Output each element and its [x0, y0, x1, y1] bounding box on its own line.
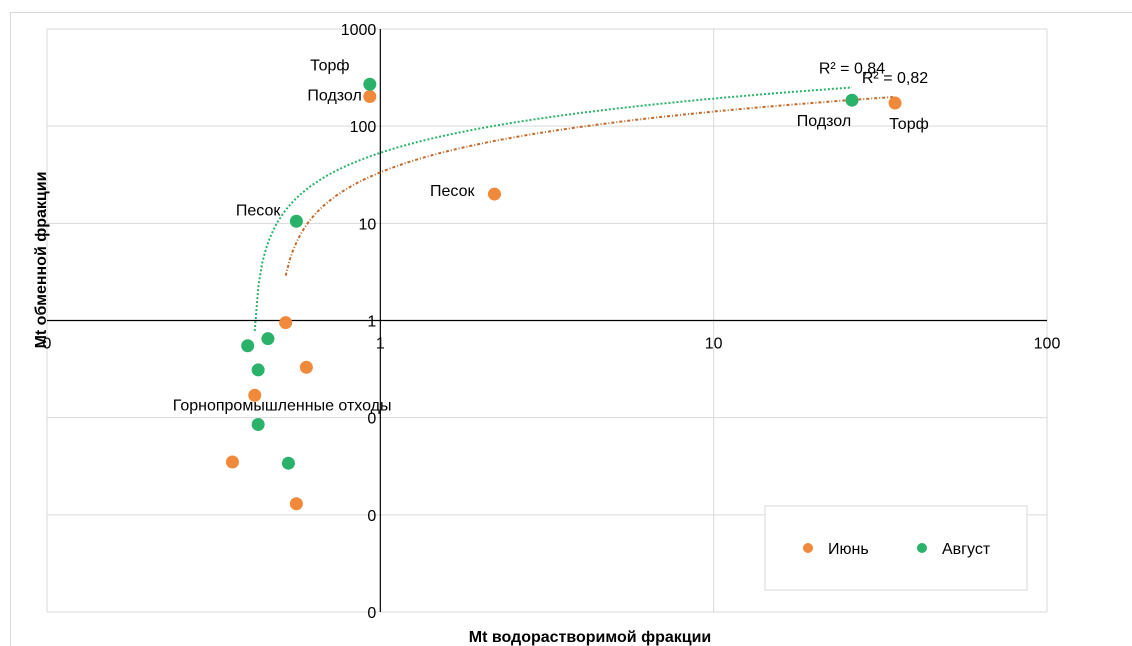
- x-tick-label: 0: [43, 336, 52, 353]
- data-point: [299, 360, 313, 374]
- y-tick-label: 0: [367, 411, 376, 428]
- legend-label: Август: [942, 541, 991, 558]
- data-point: [363, 89, 377, 103]
- x-axis-title: Mt водорастворимой фракции: [469, 629, 712, 646]
- y-tick-label: 1000: [341, 22, 377, 39]
- trendlines: [253, 86, 896, 332]
- data-point: [251, 418, 265, 432]
- data-point: [261, 332, 275, 346]
- axes: [47, 29, 1047, 612]
- y-tick-label: 10: [359, 216, 377, 233]
- data-point: [363, 77, 377, 91]
- legend-marker: [803, 543, 813, 553]
- legend-marker: [917, 543, 927, 553]
- r-squared-label: R² = 0,82: [862, 70, 928, 87]
- legend-label: Июнь: [828, 541, 869, 558]
- point-label: Горнопромышленные отходы: [173, 397, 392, 414]
- point-label: Песок: [236, 202, 281, 219]
- data-point: [487, 187, 501, 201]
- data-point: [289, 214, 303, 228]
- data-point: [251, 363, 265, 377]
- trendline: [253, 86, 853, 332]
- legend: Июнь Август: [764, 505, 1028, 591]
- data-point: [225, 455, 239, 469]
- y-tick-label: 0: [367, 508, 376, 525]
- point-label: Торф: [889, 116, 928, 133]
- x-tick-label: 1: [376, 336, 385, 353]
- data-point: [248, 388, 262, 402]
- chart-frame: [10, 12, 1132, 646]
- r-squared-label: R² = 0,84: [819, 61, 885, 78]
- y-tick-label: 0: [367, 605, 376, 622]
- data-point: [845, 93, 859, 107]
- point-label: Подзол: [797, 113, 851, 130]
- data-point: [281, 456, 295, 470]
- point-label: Песок: [430, 183, 475, 200]
- x-tick-label: 10: [705, 336, 723, 353]
- y-axis-title: Mt обменной фракции: [33, 172, 50, 349]
- point-label: Подзол: [307, 87, 361, 104]
- data-point: [279, 316, 293, 330]
- data-point: [241, 339, 255, 353]
- y-tick-label: 100: [350, 119, 377, 136]
- trendline: [284, 95, 896, 276]
- point-label: Торф: [310, 57, 349, 74]
- data-point: [888, 96, 902, 110]
- y-tick-label: 1: [367, 314, 376, 331]
- x-tick-label: 100: [1034, 336, 1061, 353]
- data-point: [289, 497, 303, 511]
- data-points: [225, 77, 902, 511]
